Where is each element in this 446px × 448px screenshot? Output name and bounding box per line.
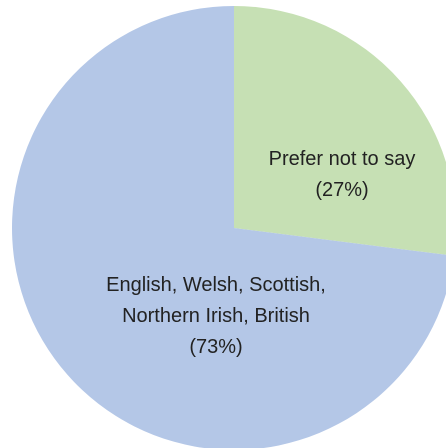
slice-prefer-not-to-say	[234, 6, 446, 255]
pie-labels: Prefer not to say (27%) English, Welsh, …	[106, 148, 415, 358]
slice-value-prefer-not-to-say: (27%)	[315, 179, 368, 201]
slice-label-prefer-not-to-say: Prefer not to say	[269, 148, 416, 170]
slice-label-british-line-1: English, Welsh, Scottish,	[106, 274, 326, 296]
pie-slices	[12, 6, 446, 448]
slice-label-british-line-2: Northern Irish, British	[122, 305, 310, 327]
slice-english-welsh-scottish-northern-irish-british	[12, 6, 446, 448]
slice-value-british: (73%)	[189, 336, 242, 358]
